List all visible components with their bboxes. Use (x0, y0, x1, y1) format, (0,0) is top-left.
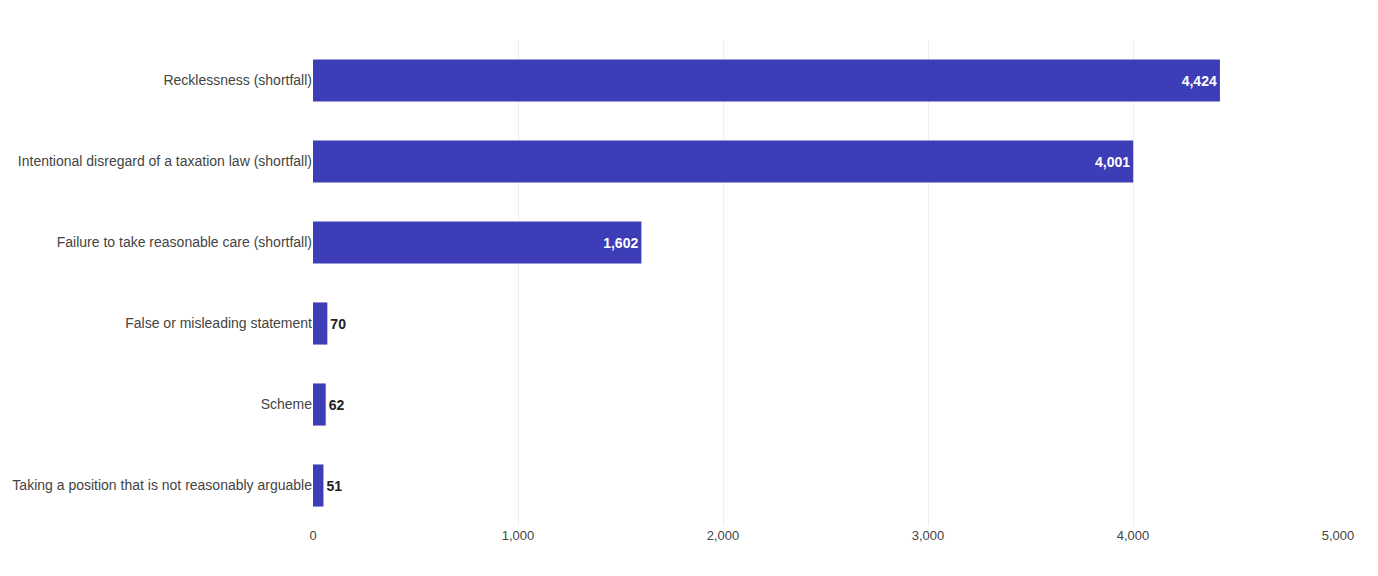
svg-text:62: 62 (329, 397, 345, 413)
svg-text:Scheme: Scheme (261, 396, 313, 412)
svg-text:Taking a position that is not: Taking a position that is not reasonably… (12, 477, 312, 493)
svg-text:Failure to take reasonable car: Failure to take reasonable care (shortfa… (57, 234, 312, 250)
svg-text:1,602: 1,602 (603, 235, 638, 251)
svg-text:0: 0 (309, 528, 316, 543)
svg-text:70: 70 (330, 316, 346, 332)
svg-text:4,001: 4,001 (1095, 154, 1130, 170)
svg-text:3,000: 3,000 (912, 528, 945, 543)
svg-text:False or misleading statement: False or misleading statement (125, 315, 312, 331)
svg-text:4,424: 4,424 (1182, 73, 1217, 89)
svg-text:5,000: 5,000 (1322, 528, 1355, 543)
svg-text:51: 51 (326, 478, 342, 494)
svg-text:Intentional disregard of a tax: Intentional disregard of a taxation law … (18, 153, 312, 169)
svg-text:Recklessness (shortfall): Recklessness (shortfall) (163, 72, 312, 88)
svg-text:4,000: 4,000 (1117, 528, 1150, 543)
svg-text:1,000: 1,000 (502, 528, 535, 543)
svg-text:2,000: 2,000 (707, 528, 740, 543)
